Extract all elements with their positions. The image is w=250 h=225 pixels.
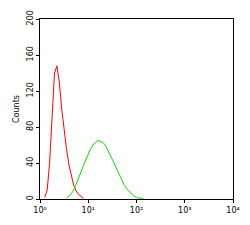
svg-text:0: 0 [26,195,35,200]
svg-text:80: 80 [26,121,35,131]
svg-text:160: 160 [26,46,35,61]
svg-text:10⁰: 10⁰ [33,206,46,215]
svg-text:40: 40 [26,157,35,167]
svg-text:120: 120 [26,82,35,97]
svg-text:10²: 10² [130,206,143,215]
svg-text:10⁴: 10⁴ [226,206,239,215]
svg-text:10¹: 10¹ [82,206,95,215]
svg-text:Counts: Counts [12,95,21,123]
svg-text:10³: 10³ [178,206,191,215]
svg-text:200: 200 [26,10,35,25]
